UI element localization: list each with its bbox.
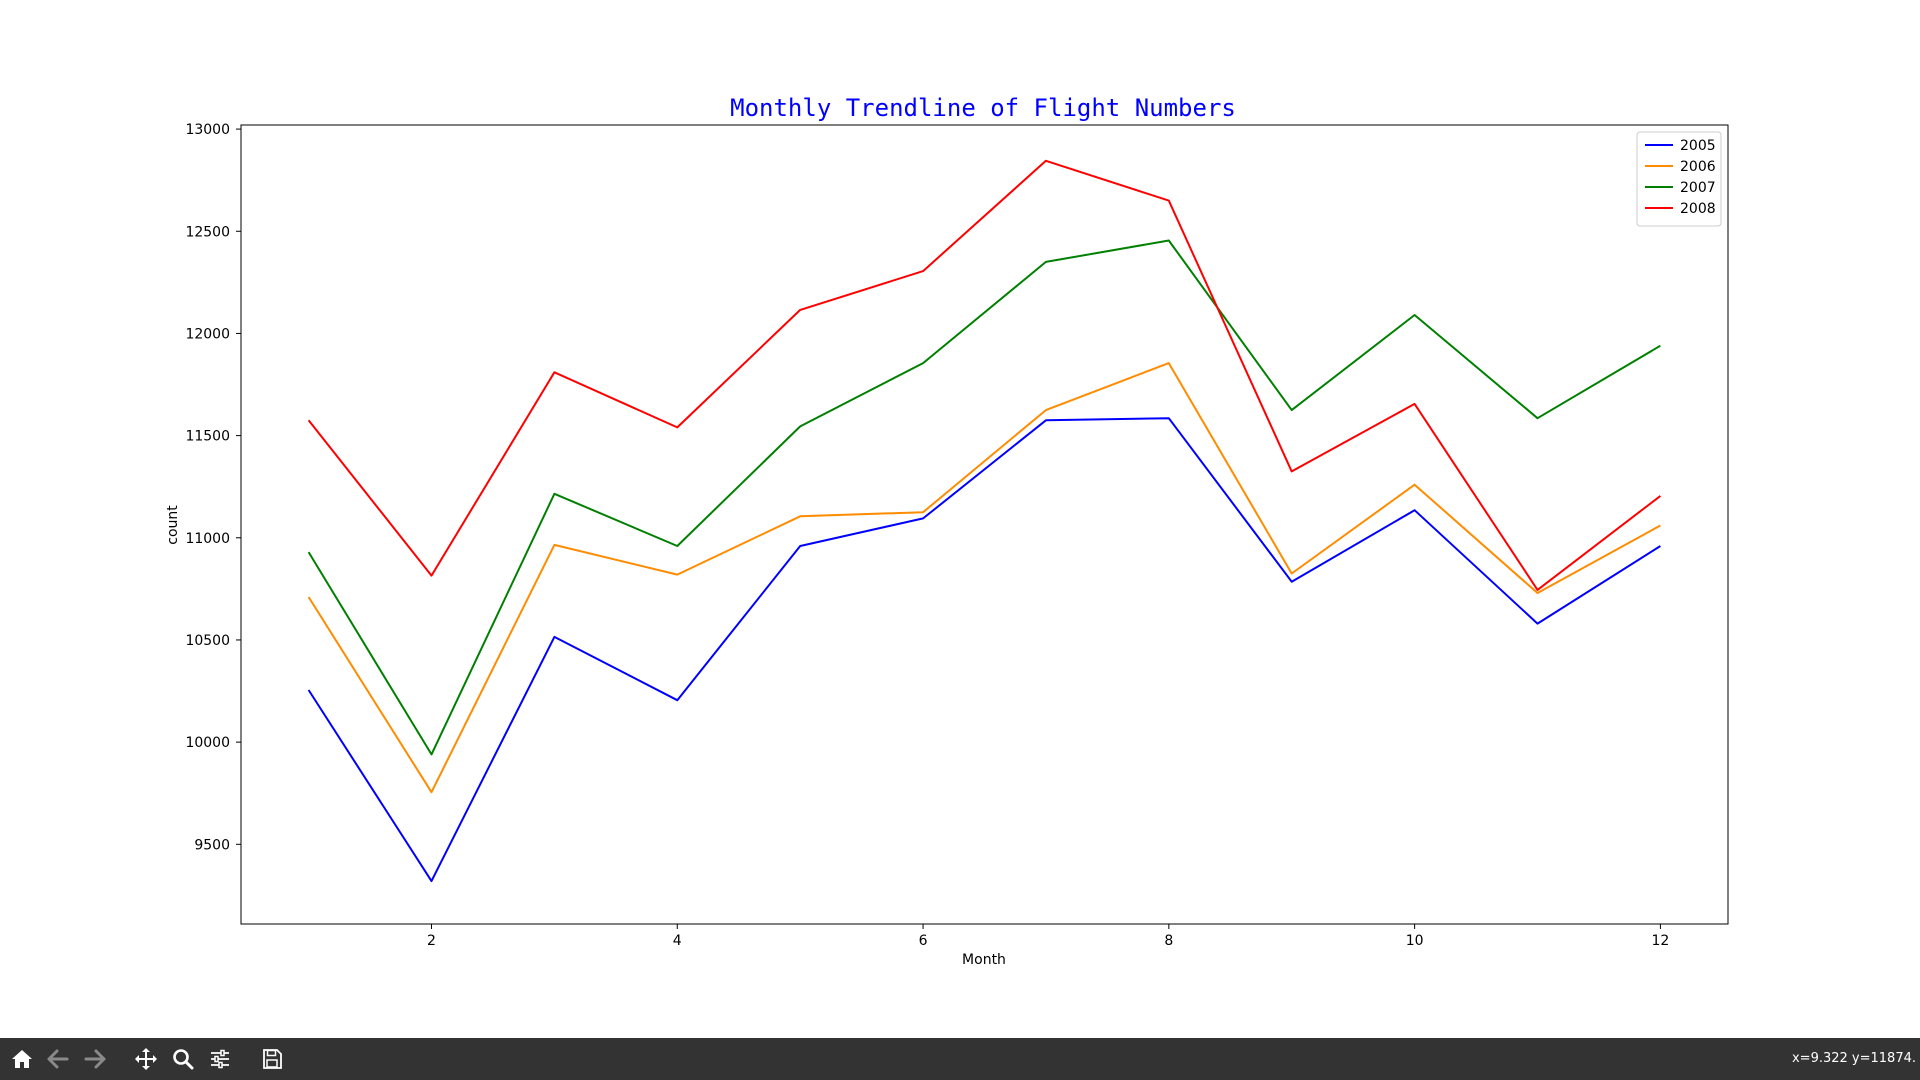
y-axis-label: count [165,505,181,545]
cursor-coordinates: x=9.322 y=11874. [1791,1051,1916,1066]
y-tick-label: 10000 [185,735,230,751]
series-line-2008 [307,159,1662,591]
line-chart: Monthly Trendline of Flight Numbers 2 4 6 8… [165,94,1729,968]
y-tick-label: 12500 [185,224,230,240]
legend: 2005 2006 2007 2008 [1636,131,1722,227]
save-button[interactable] [254,1038,290,1080]
pan-button[interactable] [128,1038,164,1080]
legend-box [1636,131,1722,227]
y-tick-label: 10500 [185,633,230,649]
configure-subplots-icon [211,1049,229,1069]
forward-button[interactable] [77,1038,113,1080]
chart-title: Monthly Trendline of Flight Numbers [730,94,1236,122]
x-axis-label: Month [962,952,1006,968]
series-line-2006 [307,362,1661,794]
x-axis-ticks: 2 4 6 8 10 12 [427,924,1669,949]
home-icon [12,1050,32,1068]
back-button[interactable] [40,1038,76,1080]
y-tick-label: 11500 [185,429,230,445]
pan-move-icon [135,1048,157,1070]
series-lines [307,159,1662,883]
y-tick-label: 11000 [185,531,230,547]
x-tick-label: 6 [919,933,928,949]
x-tick-label: 10 [1406,933,1424,949]
legend-label-2006: 2006 [1680,159,1716,175]
legend-label-2007: 2007 [1680,180,1716,196]
y-tick-label: 12000 [185,326,230,342]
x-tick-label: 2 [427,933,436,949]
y-axis-ticks: 9500 10000 10500 11000 11500 12000 12500 13000 [185,122,241,853]
legend-label-2008: 2008 [1680,201,1716,217]
axes-frame [240,124,1729,925]
x-tick-label: 4 [673,933,682,949]
figure-canvas[interactable]: Monthly Trendline of Flight Numbers 2 4 6 8… [0,0,1920,1038]
y-tick-label: 9500 [194,837,230,853]
x-tick-label: 8 [1164,933,1173,949]
zoom-button[interactable] [165,1038,201,1080]
y-tick-label: 13000 [185,122,230,138]
legend-label-2005: 2005 [1680,138,1716,154]
back-arrow-icon [47,1049,69,1069]
x-tick-label: 12 [1651,933,1669,949]
home-button[interactable] [4,1038,40,1080]
zoom-magnifier-icon [173,1049,194,1070]
series-line-2007 [307,239,1661,756]
forward-arrow-icon [84,1049,106,1069]
save-floppy-icon [263,1049,282,1069]
navigation-toolbar: x=9.322 y=11874. [0,1038,1920,1080]
configure-subplots-button[interactable] [202,1038,238,1080]
series-line-2005 [307,417,1661,883]
